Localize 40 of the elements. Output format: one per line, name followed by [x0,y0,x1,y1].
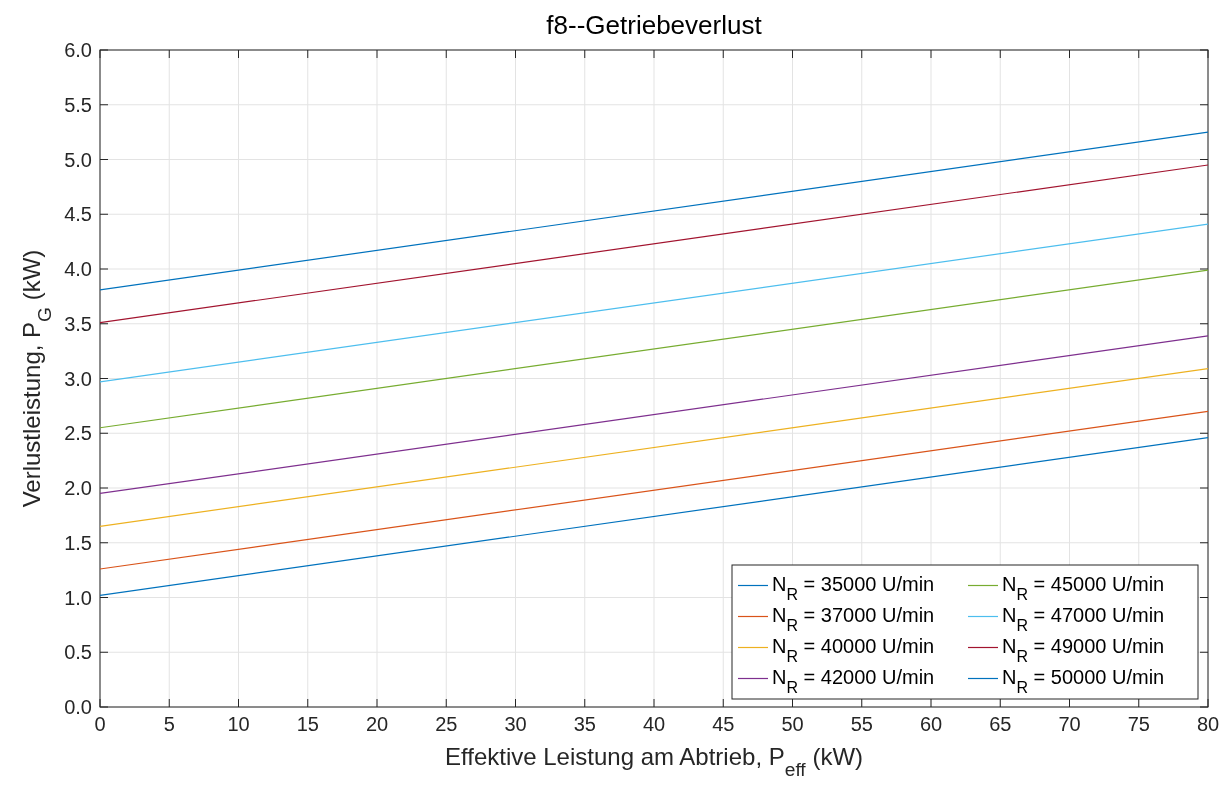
y-tick-label: 4.0 [64,258,92,280]
x-tick-label: 5 [163,713,175,735]
x-tick-label: 80 [1196,713,1220,735]
legend-label: N$_{R}$ = 49000 U/min [1002,634,1165,664]
y-tick-label: 1.0 [64,586,92,609]
x-tick-label: 70 [1058,713,1081,735]
y-tick-label: 5.0 [64,148,92,171]
y-tick-label: 0.5 [64,641,92,664]
legend-label: N$_{R}$ = 42000 U/min [772,665,935,695]
x-axis-title: Effektive Leistung am Abtrieb, P$_{eff}$ (kW) [444,743,864,780]
x-tick-label: 40 [642,713,666,735]
y-tick-label: 3.0 [64,367,92,390]
x-tick-label: 50 [781,713,804,735]
legend-label: N$_{R}$ = 47000 U/min [1002,603,1165,633]
legend-label: N$_{R}$ = 35000 U/min [772,572,935,602]
x-tick-label: 65 [989,713,1012,735]
y-tick-label: 2.5 [64,422,92,445]
x-tick-label: 15 [296,713,319,735]
legend-label: N$_{R}$ = 45000 U/min [1002,572,1165,602]
x-tick-label: 10 [227,713,250,735]
x-tick-label: 25 [435,713,458,735]
x-tick-label: 45 [712,713,735,735]
x-tick-label: 75 [1127,713,1150,735]
chart-title: f8--Getriebeverlust [546,10,763,40]
x-tick-label: 20 [365,713,389,735]
y-tick-label: 0.0 [64,696,92,718]
x-tick-label: 55 [850,713,873,735]
y-tick-label: 3.5 [64,312,92,335]
x-tick-label: 35 [573,713,596,735]
y-tick-label: 1.5 [64,531,92,554]
x-tick-label: 60 [919,713,943,735]
legend-label: N$_{R}$ = 40000 U/min [772,634,935,664]
x-tick-label: 0 [94,713,106,735]
legend-label: N$_{R}$ = 50000 U/min [1002,665,1165,695]
legend-label: N$_{R}$ = 37000 U/min [772,603,935,633]
y-tick-label: 4.5 [64,203,92,226]
y-tick-label: 2.0 [64,477,92,499]
x-tick-label: 30 [504,713,527,735]
y-tick-label: 5.5 [64,93,92,116]
y-tick-label: 6.0 [64,39,92,61]
